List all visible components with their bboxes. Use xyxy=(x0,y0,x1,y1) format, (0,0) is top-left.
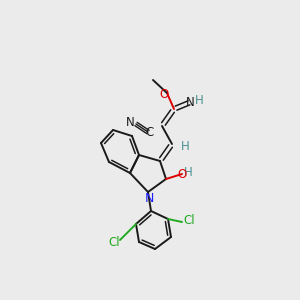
Text: Cl: Cl xyxy=(108,236,120,250)
Text: H: H xyxy=(184,167,192,179)
Text: H: H xyxy=(195,94,203,107)
Text: H: H xyxy=(181,140,189,154)
Text: C: C xyxy=(146,127,154,140)
Text: O: O xyxy=(159,88,169,100)
Text: N: N xyxy=(144,193,154,206)
Text: N: N xyxy=(186,97,194,110)
Text: N: N xyxy=(126,116,134,130)
Text: Cl: Cl xyxy=(183,214,195,226)
Text: O: O xyxy=(177,169,187,182)
